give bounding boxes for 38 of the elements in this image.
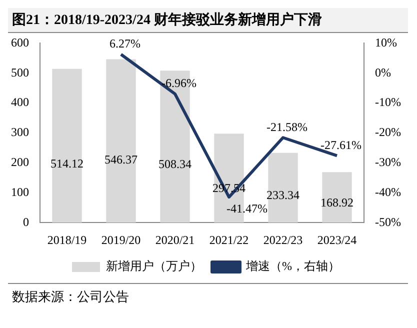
x-tick-label: 2019/20: [101, 232, 141, 247]
chart-title: 图21：2018/19-2023/24 财年接驳业务新增用户下滑: [8, 8, 408, 33]
y2-tick-label: 10%: [375, 35, 398, 50]
bar: [268, 152, 298, 223]
data-label: -21.58%: [266, 120, 308, 134]
y-tick-label: 100: [11, 184, 29, 199]
y2-tick-label: -10%: [375, 95, 402, 110]
legend-label: 新增用户（万户）: [106, 259, 202, 274]
bar: [52, 68, 82, 223]
data-label: 546.37: [104, 152, 138, 167]
data-label: 6.27%: [110, 36, 140, 51]
data-label: 168.92: [320, 196, 354, 210]
legend-label: 增速（%，右轴）: [245, 259, 340, 274]
y2-tick-label: -20%: [375, 125, 402, 140]
data-label: 233.34: [266, 188, 300, 202]
y-tick-label: 300: [11, 125, 29, 140]
data-label: -41.47%: [226, 201, 268, 216]
x-tick-label: 2020/21: [155, 232, 195, 247]
data-label: 508.34: [158, 157, 192, 171]
y-tick-label: 600: [11, 35, 29, 50]
y-tick-label: 400: [11, 95, 29, 110]
y2-tick-label: -50%: [375, 214, 402, 229]
x-tick-label: 2023/24: [317, 232, 357, 247]
x-tick-label: 2018/19: [47, 232, 87, 247]
y-tick-label: 200: [11, 154, 29, 169]
x-tick-label: 2022/23: [263, 232, 303, 247]
data-label: -27.61%: [320, 138, 362, 152]
bar: [106, 59, 136, 223]
y2-tick-label: -30%: [375, 154, 402, 169]
y-tick-label: 500: [11, 65, 29, 80]
y2-tick-label: 0%: [375, 65, 392, 80]
y2-tick-label: -40%: [375, 184, 402, 199]
y-tick-label: 0: [23, 214, 29, 229]
data-label: 514.12: [50, 156, 84, 170]
x-tick-label: 2021/22: [209, 232, 249, 247]
data-label: -6.96%: [162, 76, 197, 90]
bar: [322, 172, 352, 223]
source-note: 数据来源：公司公告: [12, 288, 130, 306]
